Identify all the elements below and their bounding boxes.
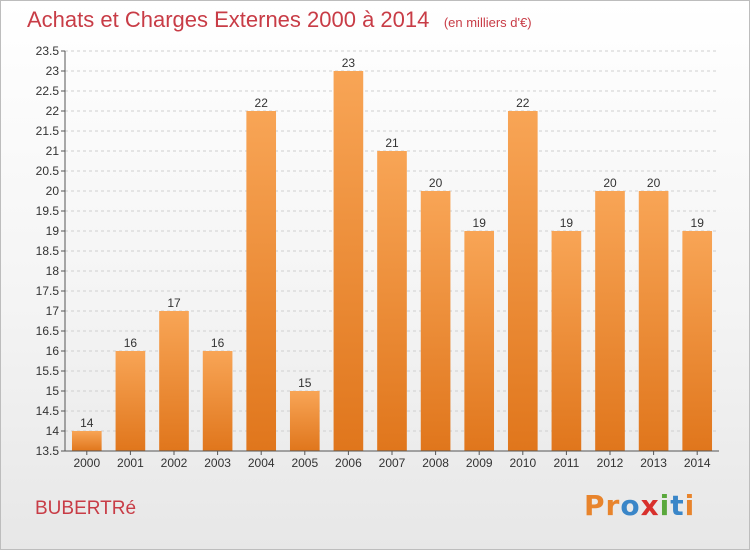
data-label: 16 [124,336,138,350]
data-label: 20 [647,176,661,190]
data-label: 19 [473,216,487,230]
y-tick-label: 18 [46,264,60,278]
bar [420,191,451,451]
logo-letter: x [640,489,660,522]
bar [159,311,189,451]
x-tick-label: 2011 [553,456,579,470]
title-row: Achats et Charges Externes 2000 à 2014 (… [27,7,532,33]
data-label: 20 [429,176,443,190]
y-tick-label: 17 [46,304,60,318]
data-label: 19 [691,216,705,230]
commune-name: BUBERTRé [35,498,137,519]
bar [507,111,538,451]
bar [551,231,582,451]
labels: 13.5 14 14.5 15 15.5 16 16.5 17 17.5 18 18.5 19 19.5… [36,44,711,470]
data-label: 17 [167,296,181,310]
x-tick-label: 2008 [422,456,449,470]
x-tick-label: 2012 [597,456,624,470]
y-tick-label: 14 [46,424,60,438]
y-tick-label: 22.5 [36,84,60,98]
x-tick-label: 2002 [161,456,188,470]
y-tick-label: 20 [46,184,60,198]
x-tick-label: 2007 [379,456,406,470]
bar [202,351,233,451]
bar [289,391,320,451]
y-tick-label: 19.5 [36,204,60,218]
x-tick-label: 2001 [117,456,144,470]
y-tick-label: 15.5 [36,364,60,378]
x-tick-label: 2000 [73,456,100,470]
logo-letter: i [659,489,671,522]
logo-letter: t [670,489,685,522]
bar [638,191,669,451]
axes [61,50,719,455]
bar [71,431,102,451]
x-tick-label: 2004 [248,456,275,470]
y-tick-label: 18.5 [36,244,60,258]
chart-subtitle: (en milliers d'€) [443,15,532,30]
bars [71,71,713,451]
data-label: 15 [298,376,312,390]
x-tick-label: 2014 [684,456,711,470]
bar [464,231,495,451]
y-tick-label: 16.5 [36,324,60,338]
data-label: 20 [603,176,617,190]
data-label: 21 [385,136,399,150]
y-tick-label: 23 [46,64,60,78]
logo-letter: P [584,489,606,522]
bar [682,231,713,451]
bar [377,151,407,451]
y-tick-label: 23.5 [36,44,60,58]
bar [246,111,277,451]
logo-letter: i [684,489,696,522]
chart-title: Achats et Charges Externes 2000 à 2014 [27,7,430,32]
proxiti-logo[interactable]: Proxiti [584,489,695,522]
bar [115,351,146,451]
y-tick-label: 16 [46,344,60,358]
y-tick-label: 13.5 [36,444,60,458]
x-tick-label: 2006 [335,456,362,470]
y-tick-label: 15 [46,384,60,398]
x-tick-label: 2009 [466,456,493,470]
y-tick-label: 19 [46,224,60,238]
x-tick-label: 2005 [291,456,318,470]
y-tick-label: 21.5 [36,124,60,138]
x-tick-label: 2003 [204,456,231,470]
x-tick-label: 2013 [640,456,667,470]
data-label: 14 [80,416,94,430]
logo-letter: r [605,489,621,522]
data-label: 16 [211,336,225,350]
y-tick-label: 20.5 [36,164,60,178]
y-tick-label: 14.5 [36,404,60,418]
data-label: 22 [516,96,530,110]
logo-letter: o [620,489,641,522]
data-label: 19 [560,216,574,230]
bar [595,191,625,451]
y-tick-label: 21 [46,144,60,158]
y-tick-label: 17.5 [36,284,60,298]
data-label: 22 [255,96,269,110]
x-tick-label: 2010 [509,456,536,470]
bar [333,71,364,451]
y-tick-label: 22 [46,104,60,118]
data-label: 23 [342,56,356,70]
